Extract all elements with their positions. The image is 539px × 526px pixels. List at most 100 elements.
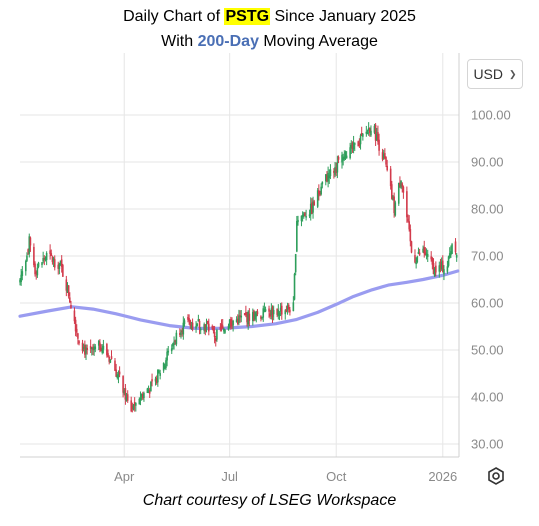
candle	[447, 255, 450, 268]
candle-body	[92, 346, 94, 351]
candle	[378, 133, 380, 156]
candle	[85, 344, 87, 361]
candle-body	[117, 374, 120, 378]
candle	[424, 247, 427, 256]
candle	[24, 259, 27, 276]
currency-select[interactable]: USD ❯	[467, 59, 523, 89]
candle	[448, 247, 451, 259]
ticker-highlight: PSTG	[224, 8, 271, 25]
y-tick-label: 70.00	[471, 249, 504, 264]
candle	[422, 245, 424, 253]
candle	[77, 332, 79, 345]
candle-body	[360, 133, 363, 136]
candle	[133, 397, 136, 412]
candle	[93, 343, 95, 356]
candle-body	[397, 182, 400, 204]
candle	[256, 309, 259, 317]
candle-body	[223, 328, 225, 332]
candle-body	[114, 360, 116, 371]
candle	[358, 138, 361, 148]
candle-body	[426, 254, 429, 257]
candle-body	[443, 269, 445, 275]
candle	[21, 266, 24, 281]
candle	[74, 316, 77, 337]
candle	[27, 248, 29, 256]
candle	[167, 346, 170, 356]
candle	[196, 322, 199, 327]
candle	[162, 362, 165, 373]
candle	[204, 324, 207, 336]
candle-body	[401, 183, 404, 187]
candle-body	[135, 402, 137, 406]
candle	[399, 176, 401, 188]
candle	[211, 324, 214, 330]
candle	[170, 344, 173, 354]
candle-body	[247, 311, 249, 325]
candle-body	[165, 360, 167, 369]
candle-body	[24, 261, 27, 272]
candle-body	[385, 157, 387, 165]
candle	[115, 363, 117, 377]
candle	[73, 307, 76, 324]
y-axis: 30.00 40.00 50.00 60.00 70.00 80.00 90.00 100.0…	[471, 108, 511, 452]
candle-body	[139, 397, 142, 400]
candle-body	[344, 152, 347, 160]
candle	[216, 328, 218, 342]
gear-icon[interactable]	[486, 466, 506, 486]
candle-body	[406, 191, 408, 218]
candle	[389, 166, 392, 190]
chart-grid	[20, 53, 460, 458]
candle-body	[125, 396, 128, 401]
candle-body	[74, 319, 77, 332]
candle-body	[327, 172, 329, 182]
candle	[232, 319, 234, 332]
candle-body	[245, 312, 247, 316]
candle	[362, 133, 364, 141]
candle	[253, 309, 255, 322]
candle	[36, 263, 39, 278]
candle	[33, 243, 35, 268]
candle	[181, 327, 183, 337]
candle-body	[116, 374, 119, 379]
candle	[414, 249, 416, 264]
candle	[92, 344, 94, 356]
candle	[91, 347, 93, 356]
candle-body	[85, 347, 87, 354]
candle	[165, 357, 167, 371]
candle	[311, 198, 313, 215]
candle-body	[60, 259, 63, 267]
candle	[58, 262, 61, 275]
candle-body	[28, 236, 31, 254]
candle-body	[189, 320, 192, 327]
candle	[269, 310, 271, 320]
candle-body	[277, 309, 280, 316]
candle-body	[19, 279, 21, 283]
candle	[42, 251, 44, 264]
candle-body	[219, 326, 222, 330]
candle	[272, 305, 275, 321]
candle-body	[167, 350, 170, 353]
candle-body	[146, 388, 149, 394]
candle-body	[35, 271, 38, 274]
candle	[219, 323, 222, 332]
candle-body	[370, 130, 372, 136]
candle-body	[423, 247, 426, 254]
candle-body	[173, 341, 175, 345]
candle-body	[391, 184, 393, 199]
candle	[327, 166, 329, 188]
candle-body	[392, 198, 394, 201]
candle-body	[158, 370, 160, 373]
candle	[123, 388, 126, 396]
y-tick-label: 60.00	[471, 296, 504, 311]
candle	[26, 252, 28, 262]
candle	[81, 339, 84, 354]
candle	[401, 182, 404, 193]
candle-body	[289, 309, 291, 313]
candle-body	[430, 256, 433, 260]
candle	[84, 340, 86, 358]
candle	[391, 180, 393, 200]
candle	[369, 127, 371, 137]
candle-body	[272, 310, 275, 315]
candle	[292, 296, 295, 312]
candle	[455, 252, 458, 262]
